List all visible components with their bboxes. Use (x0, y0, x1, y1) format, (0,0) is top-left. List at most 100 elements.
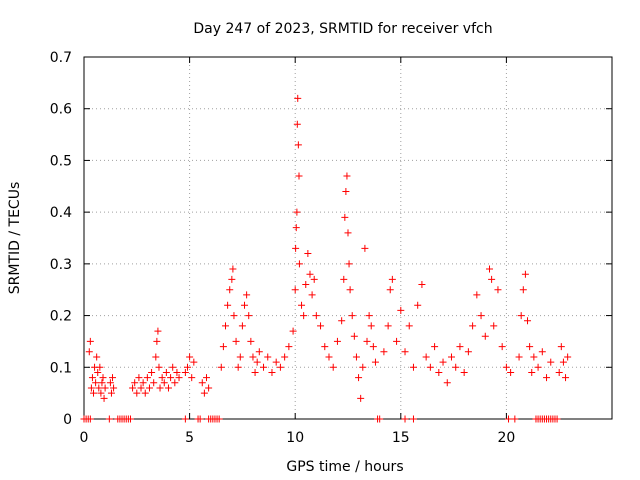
data-point (357, 394, 365, 402)
data-point (325, 353, 333, 361)
data-point (148, 368, 156, 376)
data-point (469, 322, 477, 330)
data-point (507, 368, 515, 376)
data-point (295, 260, 303, 268)
data-point (304, 250, 312, 258)
data-point (229, 265, 237, 273)
data-point (202, 374, 210, 382)
data-point (488, 275, 496, 283)
data-point (352, 353, 360, 361)
y-axis-label: SRMTID / TECUs (7, 182, 23, 295)
data-point (173, 368, 181, 376)
data-point (547, 358, 555, 366)
data-point (555, 368, 563, 376)
y-tick-label: 0.1 (50, 360, 72, 376)
data-point (490, 322, 498, 330)
data-point (226, 286, 234, 294)
data-point (139, 379, 147, 387)
data-point (137, 384, 145, 392)
data-point (348, 312, 356, 320)
data-point (321, 343, 329, 351)
x-tick-label: 15 (392, 430, 410, 446)
data-point (317, 322, 325, 330)
data-point (93, 353, 101, 361)
data-point (293, 208, 301, 216)
y-ticks: 0 0.1 0.2 0.3 0.4 0.5 0.6 0.7 (50, 50, 612, 428)
data-point (346, 286, 354, 294)
data-point (217, 363, 225, 371)
data-point (224, 301, 232, 309)
data-point (243, 291, 251, 299)
y-tick-label: 0.3 (50, 257, 72, 273)
data-point (236, 353, 244, 361)
chart-title: Day 247 of 2023, SRMTID for receiver vfc… (193, 21, 492, 37)
data-point (361, 244, 369, 252)
data-point (100, 394, 108, 402)
data-point (268, 368, 276, 376)
data-point (401, 348, 409, 356)
data-point (293, 120, 301, 128)
data-point (367, 322, 375, 330)
data-point (99, 374, 107, 382)
data-point (464, 348, 472, 356)
x-tick-label: 5 (185, 430, 194, 446)
data-point (486, 265, 494, 273)
baseline-point (505, 415, 513, 423)
data-point (405, 322, 413, 330)
data-point (171, 379, 179, 387)
data-point (251, 368, 259, 376)
data-point (435, 368, 443, 376)
baseline-point (215, 415, 223, 423)
data-point (384, 322, 392, 330)
data-point (456, 343, 464, 351)
data-point (264, 353, 272, 361)
data-point (219, 343, 227, 351)
data-point (289, 327, 297, 335)
data-point (300, 312, 308, 320)
data-point (481, 332, 489, 340)
data-point (524, 317, 532, 325)
data-point (135, 374, 143, 382)
baseline-point (181, 415, 189, 423)
baseline-point (126, 415, 134, 423)
data-point (87, 384, 95, 392)
data-point (181, 368, 189, 376)
data-point (253, 358, 261, 366)
data-point (205, 384, 213, 392)
y-tick-label: 0.7 (50, 50, 72, 66)
data-point (160, 379, 168, 387)
data-point (295, 172, 303, 180)
data-point (386, 286, 394, 294)
data-point (294, 94, 302, 102)
data-point (98, 379, 106, 387)
data-point (153, 337, 161, 345)
data-point (129, 384, 137, 392)
baseline-point (511, 415, 519, 423)
data-point (365, 312, 373, 320)
data-point (155, 363, 163, 371)
data-point (141, 389, 149, 397)
data-point (255, 348, 263, 356)
data-point (393, 337, 401, 345)
data-point (521, 270, 529, 278)
y-tick-label: 0.4 (50, 205, 72, 221)
data-point (452, 363, 460, 371)
data-point (306, 270, 314, 278)
data-point (95, 384, 103, 392)
data-point (369, 343, 377, 351)
data-point (371, 358, 379, 366)
data-point (92, 379, 100, 387)
data-point (294, 141, 302, 149)
x-tick-label: 10 (286, 430, 304, 446)
data-point (198, 379, 206, 387)
data-point (292, 244, 300, 252)
data-point (86, 337, 94, 345)
data-point (494, 286, 502, 294)
y-tick-label: 0 (63, 412, 72, 428)
y-tick-label: 0.2 (50, 309, 72, 325)
x-tick-label: 20 (497, 430, 515, 446)
data-point (329, 363, 337, 371)
data-point (528, 368, 536, 376)
data-point (245, 312, 253, 320)
